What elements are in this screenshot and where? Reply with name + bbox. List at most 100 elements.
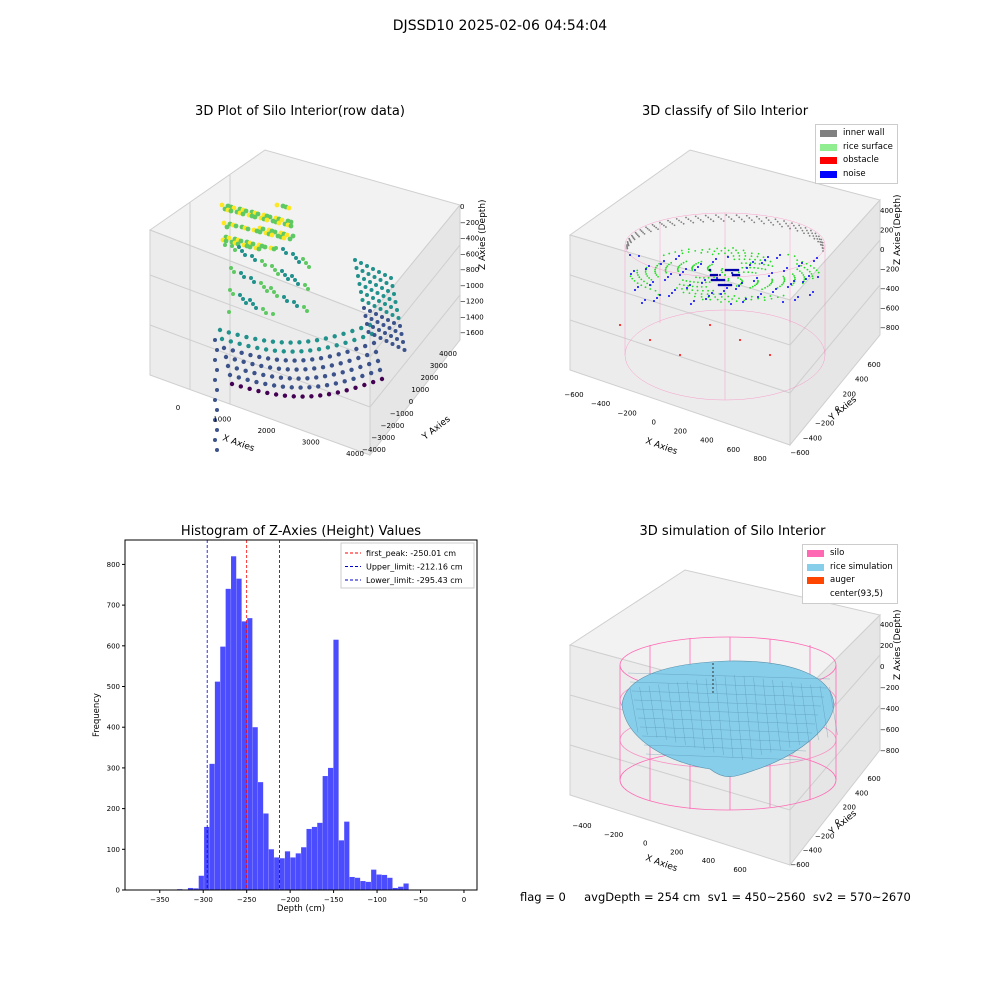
raw-point	[213, 398, 217, 402]
rice-surface-point	[793, 276, 796, 279]
inner-wall-point	[673, 224, 676, 227]
noise-point	[712, 278, 716, 282]
rice-surface-point	[698, 276, 701, 279]
mesh-line	[643, 744, 807, 752]
inner-wall-point	[818, 238, 821, 241]
noise-point	[715, 273, 719, 277]
raw-point	[248, 352, 253, 358]
rice-surface-point	[796, 268, 799, 271]
histogram-ytick-label: 200	[107, 805, 120, 813]
rice-surface-point	[712, 293, 715, 296]
raw-point	[366, 361, 372, 367]
inner-wall-point	[758, 217, 761, 220]
rice-surface-point	[654, 270, 656, 273]
histogram-ytick-label: 400	[107, 724, 120, 732]
raw-point	[233, 248, 237, 252]
classify-ztick: −600	[880, 305, 899, 313]
noise-point	[802, 281, 804, 283]
raw-xtick: 4000	[346, 450, 364, 458]
mesh-line	[677, 682, 686, 746]
raw-point	[228, 208, 234, 214]
raw-point	[252, 370, 257, 376]
rice-surface-point	[714, 296, 717, 298]
rice-surface-point	[809, 264, 812, 267]
raw-point	[332, 334, 337, 339]
inner-wall-point	[745, 214, 748, 217]
raw-point	[291, 394, 296, 399]
noise-point	[653, 300, 655, 302]
inner-wall-point	[675, 217, 678, 220]
noise-point	[767, 256, 769, 258]
raw-ylabel: Y Axies	[420, 414, 453, 443]
noise-point	[728, 268, 732, 272]
noise-point	[726, 287, 728, 289]
raw-plot-title: 3D Plot of Silo Interior(row data)	[195, 104, 405, 119]
histogram-bar	[279, 858, 285, 890]
raw-axes-box	[148, 149, 461, 457]
classify-legend-swatch	[820, 130, 837, 138]
noise-point	[782, 301, 784, 303]
rice-surface-point	[685, 260, 688, 263]
classify-legend-swatch	[820, 157, 837, 165]
raw-point	[374, 283, 378, 287]
noise-point	[652, 281, 654, 283]
classify-legend-label: inner wall	[843, 128, 885, 138]
raw-point	[314, 375, 319, 380]
rice-surface-point	[808, 270, 811, 273]
raw-point	[261, 372, 266, 378]
raw-point	[309, 394, 314, 399]
noise-point	[685, 268, 687, 270]
raw-point	[228, 339, 234, 344]
histogram-bar	[193, 888, 199, 890]
raw-scatter-points	[213, 202, 407, 452]
raw-point	[371, 267, 375, 271]
rice-surface-point	[741, 266, 744, 269]
noise-point	[746, 267, 748, 269]
raw-point	[245, 377, 250, 383]
raw-point	[352, 337, 357, 343]
rice-surface-point	[701, 289, 704, 292]
rice-surface-point	[700, 260, 703, 263]
raw-point	[359, 290, 363, 294]
noise-point	[715, 258, 717, 260]
rice-surface-point	[705, 286, 708, 288]
noise-point	[812, 291, 814, 293]
raw-point	[357, 282, 362, 286]
raw-point	[253, 336, 258, 342]
noise-point	[733, 273, 737, 277]
raw-point	[255, 345, 260, 351]
raw-point	[377, 367, 383, 373]
classify-xtick: 0	[651, 418, 655, 426]
histogram-xtick-label: 0	[462, 896, 466, 904]
raw-point	[240, 211, 246, 217]
raw-point	[298, 385, 303, 390]
raw-point	[255, 211, 261, 217]
simulation-legend-swatch	[807, 577, 824, 585]
rice-surface-point	[691, 285, 694, 288]
raw-point	[226, 330, 232, 335]
inner-wall-point	[630, 241, 633, 244]
obstacle-point	[619, 324, 621, 326]
rice-surface-point	[759, 259, 762, 262]
rice-surface-point	[732, 255, 735, 257]
histogram-xtick-label: −50	[413, 896, 428, 904]
histogram-ytick-label: 800	[107, 561, 120, 569]
simulation-legend-label: rice simulation	[830, 561, 893, 572]
rice-surface-point	[802, 274, 805, 276]
histogram-bar	[268, 849, 274, 890]
noise-point	[798, 265, 800, 267]
raw-point	[377, 270, 381, 274]
mesh-line	[633, 699, 822, 707]
inner-wall-point	[651, 223, 654, 226]
raw-point	[358, 325, 364, 331]
raw-point	[272, 348, 278, 353]
raw-point	[303, 367, 308, 372]
raw-point	[362, 277, 366, 281]
inner-wall-point	[725, 214, 728, 216]
noise-point	[793, 280, 795, 282]
raw-point	[280, 384, 286, 389]
raw-point	[399, 332, 404, 336]
raw-point	[305, 309, 309, 313]
raw-point	[366, 272, 371, 276]
obstacle-point	[739, 339, 741, 341]
